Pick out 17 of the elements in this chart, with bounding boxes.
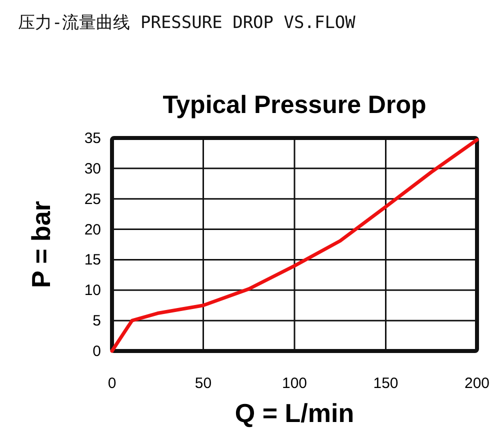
- y-tick-label: 10: [84, 282, 101, 300]
- y-axis-title: P = bar: [26, 201, 56, 288]
- y-tick-label: 25: [84, 190, 101, 208]
- y-tick-label: 20: [84, 221, 101, 238]
- chart-subtitle: Typical Pressure Drop: [162, 91, 426, 119]
- x-tick-label: 50: [194, 375, 212, 392]
- y-tick-label: 15: [84, 252, 101, 269]
- x-tick-label: 150: [373, 375, 398, 392]
- x-tick-label: 200: [464, 375, 490, 392]
- x-axis-title: Q = L/min: [234, 398, 354, 428]
- y-tick-label: 5: [92, 312, 101, 330]
- y-tick-label: 30: [84, 160, 101, 178]
- x-tick-label: 100: [282, 375, 308, 392]
- y-tick-label: 0: [92, 343, 101, 360]
- x-tick-label: 0: [108, 375, 116, 392]
- chart-title: 压力-流量曲线 PRESSURE DROP VS.FLOW: [18, 13, 356, 33]
- y-tick-label: 35: [84, 130, 101, 147]
